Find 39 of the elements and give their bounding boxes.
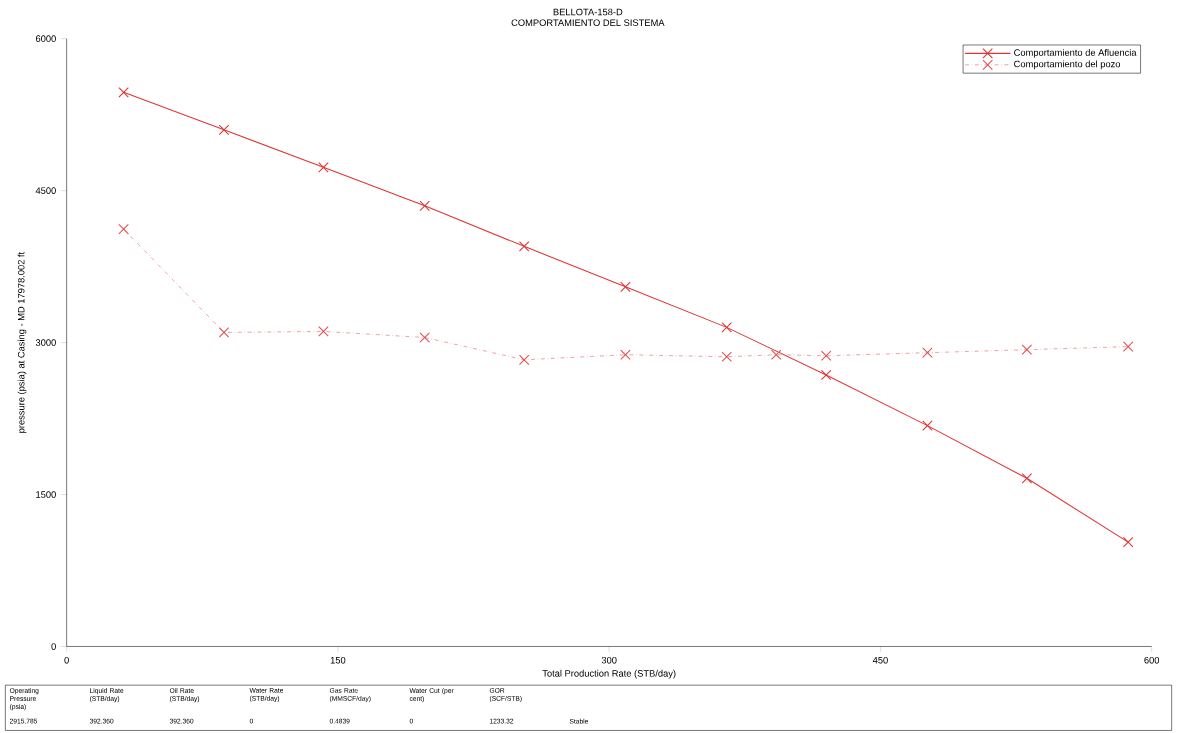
y-axis-title: pressure (psia) at Casing - MD 17978.002 ft — [17, 251, 27, 433]
x-tick-label: 450 — [872, 656, 888, 664]
point — [518, 241, 530, 252]
x-tick-label: 150 — [330, 656, 346, 664]
y-tick-label: 1500 — [36, 491, 56, 498]
point — [118, 87, 129, 98]
point — [721, 351, 732, 362]
x-tick-label: 600 — [1144, 656, 1160, 664]
point — [518, 354, 530, 365]
point — [820, 369, 832, 381]
point — [118, 223, 129, 235]
point — [1021, 473, 1033, 484]
point — [922, 420, 933, 431]
point — [218, 124, 230, 136]
chart-title: BELLOTA-158-D — [553, 8, 623, 16]
point — [620, 349, 631, 360]
y-tick-label: 6000 — [35, 35, 56, 42]
legend-label: Comportamiento del pozo — [1014, 60, 1121, 70]
legend-label: Comportamiento de Afluencia — [1014, 48, 1137, 58]
x-axis-title: Total Production Rate (STB/day) — [542, 669, 676, 679]
y-tick-label: 0 — [51, 643, 56, 650]
point — [419, 200, 430, 211]
point — [1122, 536, 1134, 548]
point — [1021, 344, 1033, 355]
chart-subtitle: COMPORTAMIENTO DEL SISTEMA — [511, 19, 665, 26]
point — [922, 347, 933, 358]
point — [771, 349, 782, 360]
point — [620, 281, 631, 293]
y-tick-label: 4500 — [35, 187, 56, 194]
point — [318, 326, 329, 337]
point — [218, 327, 230, 338]
point — [318, 162, 329, 173]
point — [721, 322, 732, 333]
x-tick-label: 0 — [64, 656, 69, 664]
point — [1122, 341, 1134, 352]
point — [820, 350, 832, 361]
x-tick-label: 300 — [601, 656, 617, 664]
point — [419, 332, 430, 343]
y-tick-label: 3000 — [35, 339, 56, 346]
